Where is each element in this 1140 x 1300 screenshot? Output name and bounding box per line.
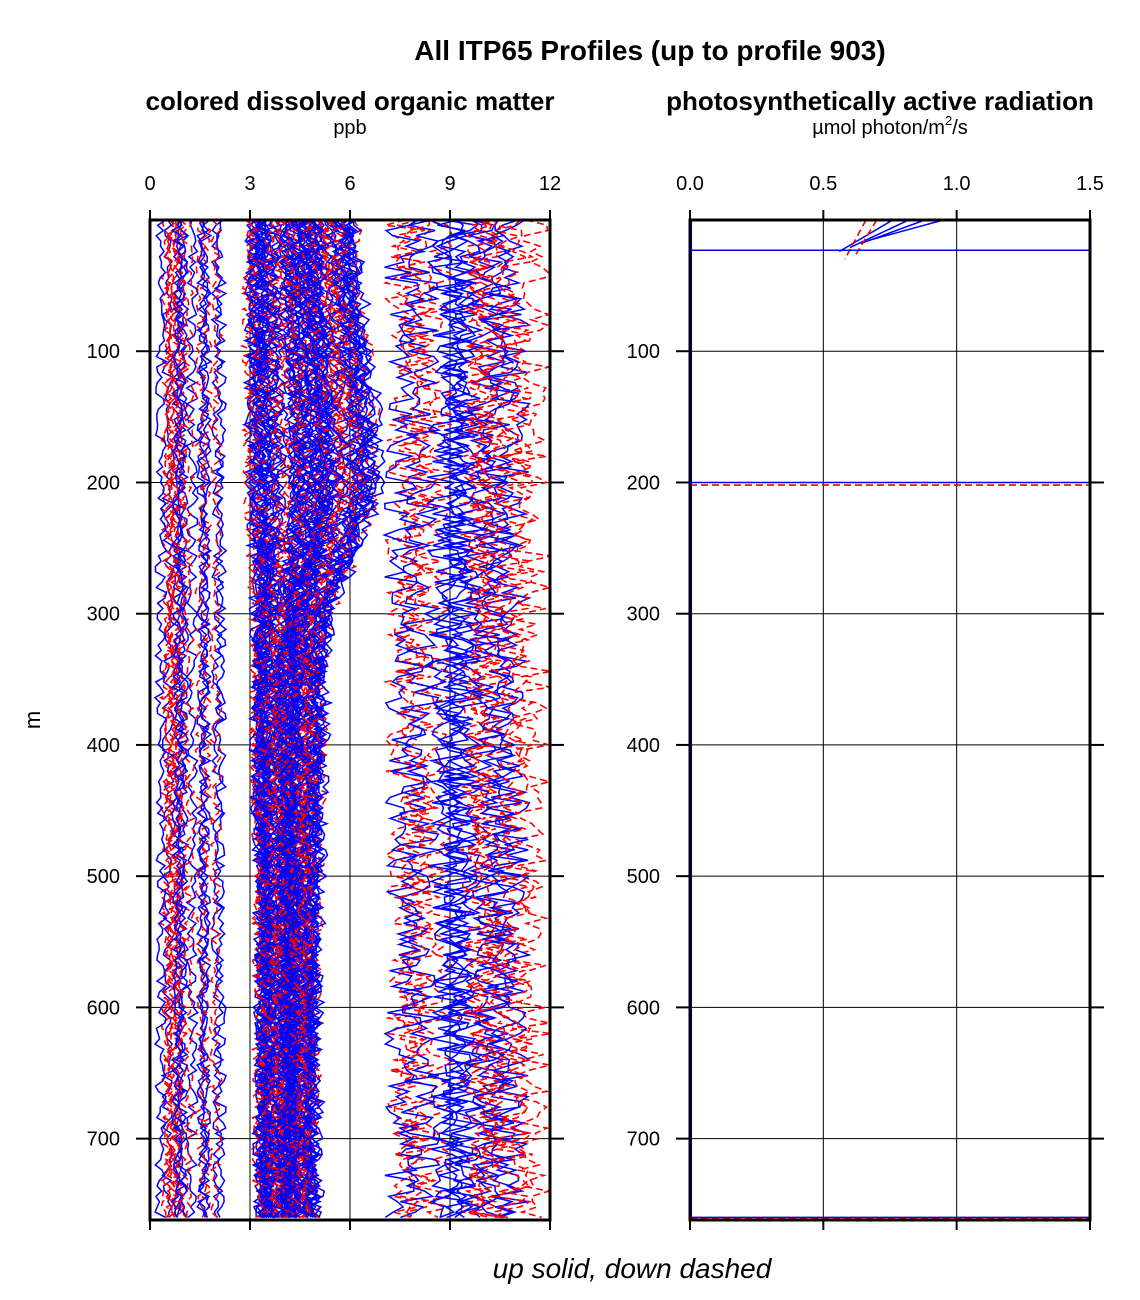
cdom-panel: 0 3 6 9 12 100 200 300 400 500 600 700 xyxy=(87,173,564,1230)
par-up-profile xyxy=(690,220,1090,1220)
left-panel-unit: ppb xyxy=(333,117,366,139)
cdom-down-profile xyxy=(413,220,457,1219)
chart-title: All ITP65 Profiles (up to profile 903) xyxy=(414,35,885,66)
cdom-up-profile xyxy=(254,220,278,1218)
cdom-down-profile xyxy=(209,220,224,1219)
cdom-ytick-label: 600 xyxy=(87,997,120,1019)
par-ytick-label: 100 xyxy=(627,341,660,363)
par-xtick-label: 0.0 xyxy=(676,173,704,195)
par-down-profile xyxy=(843,220,867,260)
cdom-up-profile xyxy=(174,220,189,1218)
par-ytick-label: 600 xyxy=(627,997,660,1019)
cdom-up-profile xyxy=(210,220,225,1218)
cdom-ytick-label: 700 xyxy=(87,1129,120,1151)
cdom-ytick-label: 300 xyxy=(87,604,120,626)
right-panel-title: photosynthetically active radiation xyxy=(666,86,1094,116)
cdom-down-profile xyxy=(262,220,288,1218)
cdom-up-profile xyxy=(434,220,479,1219)
cdom-down-profile xyxy=(267,220,299,1218)
par-up-profile xyxy=(860,220,925,245)
par-ytick-label: 500 xyxy=(627,866,660,888)
cdom-ytick-label: 400 xyxy=(87,735,120,757)
cdom-down-profile xyxy=(391,220,435,1219)
cdom-xtick-label: 0 xyxy=(144,173,155,195)
cdom-xtick-label: 3 xyxy=(244,173,255,195)
cdom-xtick-label: 6 xyxy=(344,173,355,195)
cdom-down-profile xyxy=(508,220,550,1219)
par-xtick-label: 0.5 xyxy=(809,173,837,195)
cdom-profiles xyxy=(153,220,550,1219)
cdom-up-profile xyxy=(300,220,375,1218)
par-xtick-label: 1.0 xyxy=(943,173,971,195)
par-up-profile xyxy=(690,220,1090,484)
par-ytick-label: 300 xyxy=(627,604,660,626)
par-up-profile xyxy=(871,220,944,241)
par-up-profile xyxy=(690,220,1090,251)
cdom-up-profile xyxy=(153,220,169,1219)
cdom-down-profile xyxy=(166,220,181,1218)
cdom-down-profile xyxy=(293,220,353,1218)
cdom-up-profile xyxy=(441,220,486,1219)
cdom-down-profile xyxy=(466,220,513,1219)
par-panel: 0.0 0.5 1.0 1.5 100 200 300 400 500 600 700 xyxy=(627,173,1104,1230)
cdom-ytick-label: 500 xyxy=(87,866,120,888)
cdom-up-profile xyxy=(275,220,317,1218)
cdom-up-profile xyxy=(257,220,281,1219)
cdom-up-profile xyxy=(198,220,213,1218)
cdom-up-profile xyxy=(382,220,427,1219)
cdom-up-profile xyxy=(481,220,525,1219)
cdom-up-profile xyxy=(195,220,211,1218)
cdom-up-profile xyxy=(425,220,469,1218)
cdom-down-profile xyxy=(173,220,189,1218)
cdom-up-profile xyxy=(287,220,344,1219)
par-ytick-label: 700 xyxy=(627,1129,660,1151)
par-ytick-label: 200 xyxy=(627,472,660,494)
y-axis-label: m xyxy=(20,711,45,729)
par-up-profile xyxy=(838,220,894,253)
par-xtick-label: 1.5 xyxy=(1076,173,1104,195)
par-frame xyxy=(688,218,1092,1222)
par-profiles xyxy=(690,220,1090,1220)
par-up-profile xyxy=(690,220,1090,1219)
cdom-ytick-label: 100 xyxy=(87,341,120,363)
cdom-up-profile xyxy=(274,220,313,1218)
cdom-up-profile xyxy=(298,220,369,1218)
par-ytick-label: 400 xyxy=(627,735,660,757)
cdom-down-profile xyxy=(164,220,179,1218)
cdom-up-profile xyxy=(213,220,228,1218)
cdom-ytick-label: 200 xyxy=(87,472,120,494)
cdom-xtick-label: 12 xyxy=(539,173,561,195)
cdom-down-profile xyxy=(168,220,183,1219)
legend-caption: up solid, down dashed xyxy=(493,1253,773,1284)
cdom-down-profile xyxy=(193,220,209,1218)
cdom-down-profile xyxy=(280,220,329,1219)
par-up-profile xyxy=(849,220,910,249)
right-panel-unit: µmol photon/m2/s xyxy=(812,113,968,139)
cdom-down-profile xyxy=(272,220,310,1218)
left-panel-title: colored dissolved organic matter xyxy=(146,86,555,116)
cdom-down-profile xyxy=(460,220,504,1219)
cdom-xtick-label: 9 xyxy=(444,173,455,195)
cdom-down-profile xyxy=(491,220,535,1218)
cdom-up-profile xyxy=(282,220,332,1218)
cdom-up-profile xyxy=(170,220,185,1218)
